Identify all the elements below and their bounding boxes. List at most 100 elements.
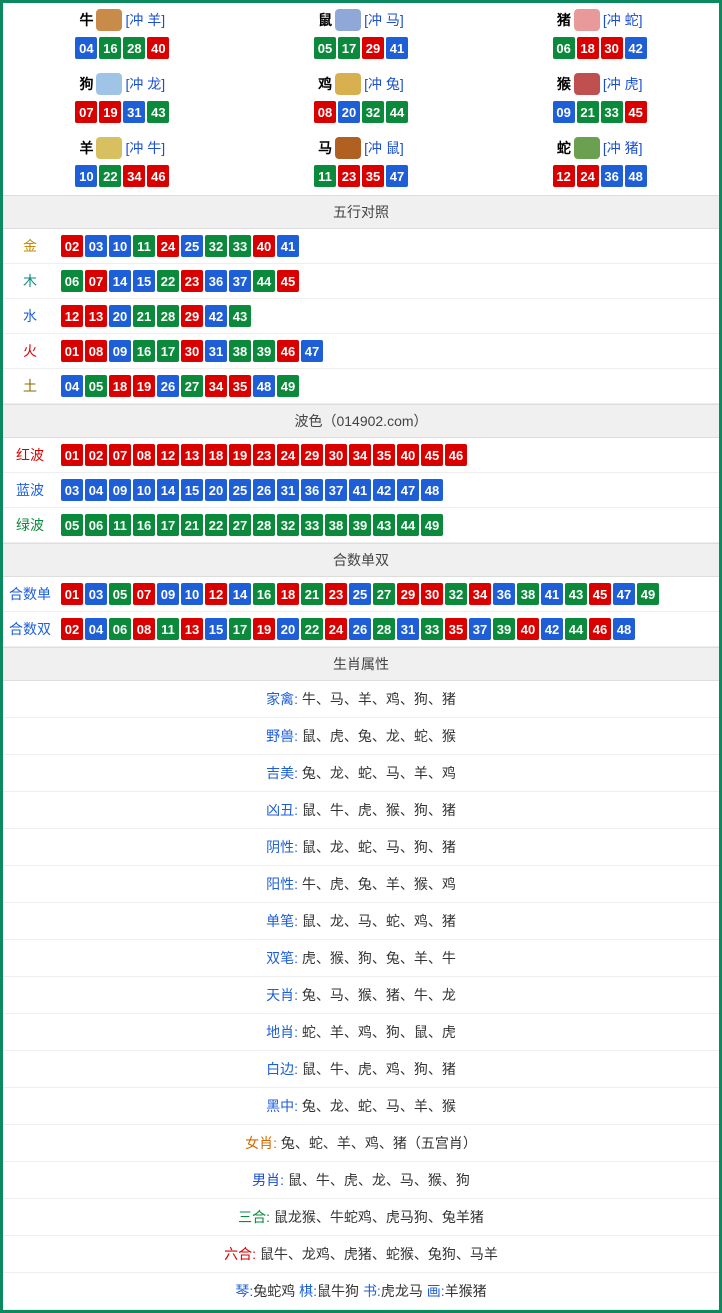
zodiac-icon (96, 73, 122, 95)
number-ball: 04 (85, 618, 107, 640)
footer-val: 鼠牛狗 (317, 1283, 363, 1299)
number-ball: 46 (277, 340, 299, 362)
zodiac-clash: [冲 虎] (603, 74, 643, 94)
attr-label: 地肖: (266, 1024, 298, 1040)
attr-value: 牛、马、羊、鸡、狗、猪 (298, 691, 456, 707)
wuxing-label: 火 (3, 339, 57, 363)
number-ball: 10 (181, 583, 203, 605)
footer-row: 琴:兔蛇鸡 棋:鼠牛狗 书:虎龙马 画:羊猴猪 (3, 1273, 719, 1310)
attr-value: 兔、龙、蛇、马、羊、鸡 (298, 765, 456, 781)
zodiac-numbers: 07193143 (3, 101, 242, 123)
number-ball: 18 (109, 375, 131, 397)
number-ball: 26 (253, 479, 275, 501)
number-ball: 22 (157, 270, 179, 292)
number-ball: 32 (277, 514, 299, 536)
footer-key: 画: (427, 1283, 445, 1299)
number-ball: 17 (157, 340, 179, 362)
number-ball: 04 (75, 37, 97, 59)
number-ball: 33 (229, 235, 251, 257)
number-ball: 21 (301, 583, 323, 605)
attr-label: 单笔: (266, 913, 298, 929)
number-ball: 23 (181, 270, 203, 292)
number-ball: 31 (123, 101, 145, 123)
attr-row: 阴性: 鼠、龙、蛇、马、狗、猪 (3, 829, 719, 866)
attr-label: 野兽: (266, 728, 298, 744)
number-ball: 44 (397, 514, 419, 536)
bose-label: 绿波 (3, 513, 57, 537)
attr-label: 家禽: (266, 691, 298, 707)
attr-value: 鼠、牛、虎、龙、马、猴、狗 (284, 1172, 470, 1188)
heshu-numbers: 0204060811131517192022242628313335373940… (57, 618, 635, 640)
zodiac-name: 鸡 (318, 74, 332, 94)
zodiac-numbers: 08203244 (242, 101, 481, 123)
number-ball: 44 (565, 618, 587, 640)
attr-value: 蛇、羊、鸡、狗、鼠、虎 (298, 1024, 456, 1040)
number-ball: 14 (157, 479, 179, 501)
number-ball: 01 (61, 583, 83, 605)
zodiac-clash: [冲 兔] (364, 74, 404, 94)
number-ball: 27 (181, 375, 203, 397)
number-ball: 47 (386, 165, 408, 187)
number-ball: 13 (181, 444, 203, 466)
number-ball: 43 (373, 514, 395, 536)
number-ball: 41 (541, 583, 563, 605)
number-ball: 12 (553, 165, 575, 187)
zodiac-name: 猪 (557, 10, 571, 30)
wuxing-numbers: 02031011242532334041 (57, 235, 299, 257)
number-ball: 36 (601, 165, 623, 187)
number-ball: 36 (205, 270, 227, 292)
number-ball: 07 (75, 101, 97, 123)
attr-row: 六合: 鼠牛、龙鸡、虎猪、蛇猴、兔狗、马羊 (3, 1236, 719, 1273)
heshu-numbers: 0103050709101214161821232527293032343638… (57, 583, 659, 605)
number-ball: 05 (109, 583, 131, 605)
zodiac-numbers: 04162840 (3, 37, 242, 59)
number-ball: 41 (386, 37, 408, 59)
zodiac-icon (96, 137, 122, 159)
number-ball: 10 (109, 235, 131, 257)
number-ball: 07 (133, 583, 155, 605)
number-ball: 18 (577, 37, 599, 59)
number-ball: 31 (277, 479, 299, 501)
number-ball: 01 (61, 340, 83, 362)
number-ball: 05 (85, 375, 107, 397)
number-ball: 28 (157, 305, 179, 327)
number-ball: 19 (99, 101, 121, 123)
number-ball: 33 (601, 101, 623, 123)
zodiac-numbers: 12243648 (480, 165, 719, 187)
number-ball: 38 (325, 514, 347, 536)
zodiac-name: 鼠 (318, 10, 332, 30)
attr-label: 凶丑: (266, 802, 298, 818)
number-ball: 25 (229, 479, 251, 501)
wuxing-numbers: 06071415222336374445 (57, 270, 299, 292)
attr-label: 男肖: (252, 1172, 284, 1188)
number-ball: 11 (133, 235, 155, 257)
footer-val: 兔蛇鸡 (253, 1283, 299, 1299)
number-ball: 20 (338, 101, 360, 123)
bose-row: 绿波05061116172122272832333839434449 (3, 508, 719, 543)
number-ball: 09 (553, 101, 575, 123)
number-ball: 21 (181, 514, 203, 536)
attr-label: 白边: (266, 1061, 298, 1077)
attr-value: 鼠、虎、兔、龙、蛇、猴 (298, 728, 456, 744)
number-ball: 29 (301, 444, 323, 466)
number-ball: 48 (421, 479, 443, 501)
attr-row: 野兽: 鼠、虎、兔、龙、蛇、猴 (3, 718, 719, 755)
number-ball: 40 (517, 618, 539, 640)
footer-key: 棋: (299, 1283, 317, 1299)
number-ball: 15 (205, 618, 227, 640)
number-ball: 07 (85, 270, 107, 292)
number-ball: 43 (229, 305, 251, 327)
attr-row: 单笔: 鼠、龙、马、蛇、鸡、猪 (3, 903, 719, 940)
number-ball: 16 (253, 583, 275, 605)
number-ball: 28 (123, 37, 145, 59)
number-ball: 23 (325, 583, 347, 605)
number-ball: 43 (147, 101, 169, 123)
number-ball: 24 (277, 444, 299, 466)
number-ball: 22 (99, 165, 121, 187)
wuxing-label: 土 (3, 374, 57, 398)
zodiac-icon (96, 9, 122, 31)
number-ball: 31 (397, 618, 419, 640)
number-ball: 02 (61, 618, 83, 640)
attr-value: 虎、猴、狗、兔、羊、牛 (298, 950, 456, 966)
wuxing-label: 水 (3, 304, 57, 328)
